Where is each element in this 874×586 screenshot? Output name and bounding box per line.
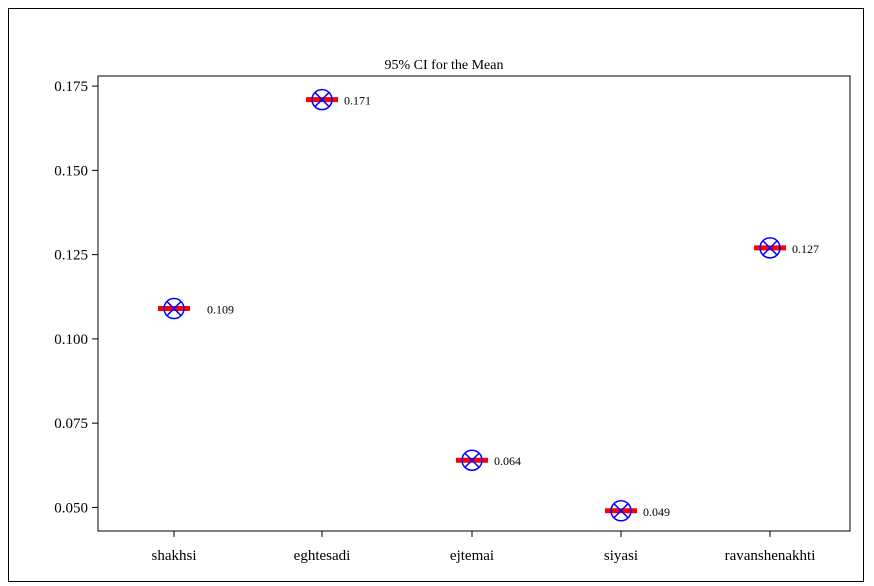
data-point-ejtemai: 0.064 [456, 449, 521, 471]
y-axis: 0.050 0.075 0.100 0.125 0.150 0.175 [54, 79, 98, 516]
x-category-label: ravanshenakhti [725, 548, 816, 564]
ci-marker-circle [461, 449, 483, 471]
y-tick-label: 0.075 [54, 416, 88, 432]
data-label: 0.049 [643, 505, 670, 519]
data-label: 0.109 [207, 303, 234, 317]
data-label: 0.127 [792, 242, 819, 256]
y-tick-label: 0.100 [54, 332, 88, 348]
data-points: 0.109 0.171 0.064 0.049 0.127 [158, 88, 819, 522]
ci-marker-cross [166, 301, 182, 317]
plot-area [97, 75, 851, 532]
chart-frame [8, 8, 864, 582]
y-tick-label: 0.150 [54, 163, 88, 179]
ci-marker-circle [610, 500, 632, 522]
data-point-ravanshenakhti: 0.127 [754, 237, 819, 259]
ci-marker-cross [314, 92, 330, 108]
ci-marker-cross [613, 503, 629, 519]
y-tick-label: 0.050 [54, 500, 88, 516]
chart-title: 95% CI for the Mean [385, 58, 504, 73]
x-category-label: shakhsi [152, 548, 197, 564]
x-category-label: siyasi [604, 548, 638, 564]
x-category-label: eghtesadi [294, 548, 351, 564]
data-label: 0.171 [344, 94, 371, 108]
ci-marker-cross [762, 240, 778, 256]
ci-marker-circle [311, 88, 333, 111]
ci-marker-cross [464, 452, 480, 468]
data-point-siyasi: 0.049 [605, 500, 670, 522]
x-axis: shakhsi eghtesadi ejtemai siyasi ravanshenak… [152, 531, 816, 564]
ci-marker-circle [759, 237, 781, 259]
y-tick-label: 0.175 [54, 79, 88, 95]
x-category-label: ejtemai [450, 548, 494, 564]
data-point-eghtesadi: 0.171 [306, 88, 371, 111]
data-label: 0.064 [494, 454, 521, 468]
ci-marker-circle [163, 297, 185, 320]
data-point-shakhsi: 0.109 [158, 297, 234, 320]
y-tick-label: 0.125 [54, 248, 88, 264]
